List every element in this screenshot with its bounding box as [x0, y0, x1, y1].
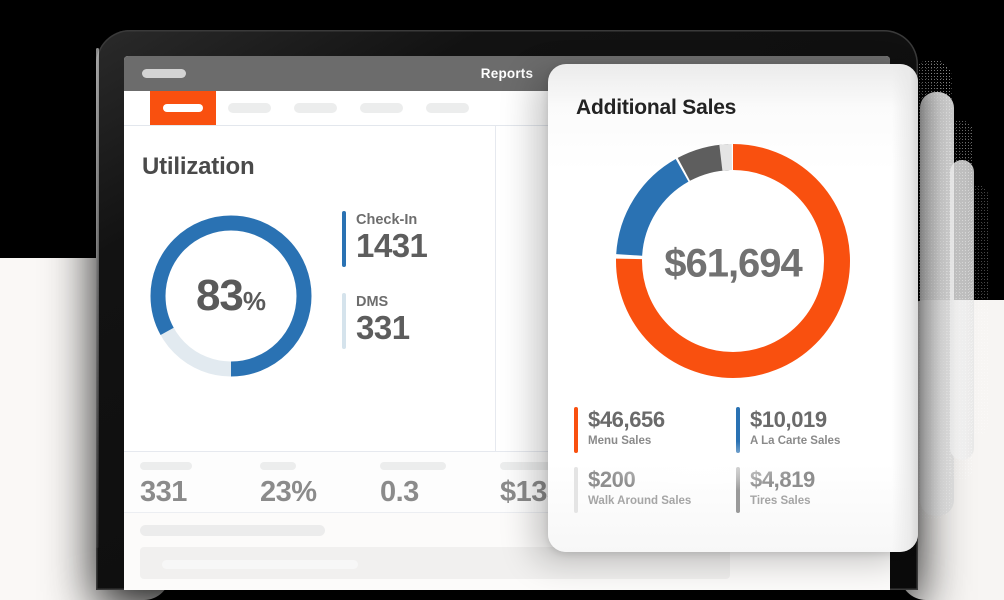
kpi-accent-bar	[342, 293, 346, 349]
legend-value: $46,656	[588, 407, 665, 432]
legend-accent-bar	[736, 467, 740, 513]
utilization-center-value: 83%	[138, 271, 324, 321]
legend-label: Menu Sales	[588, 435, 652, 448]
stat-value: 0.3	[380, 476, 419, 508]
donut-arc-utilized	[150, 215, 312, 377]
tab-reports-active[interactable]	[150, 91, 216, 125]
additional-sales-total: $61,694	[664, 241, 803, 285]
additional-sales-legend: $46,656 Menu Sales $10,019 A La Carte Sa…	[548, 391, 918, 513]
tab-label-placeholder	[227, 103, 271, 113]
utilization-donut-chart: 83%	[138, 203, 324, 389]
kpi-check-in: Check-In 1431	[342, 211, 428, 267]
kpi-label: DMS	[356, 294, 389, 310]
tab-label-placeholder	[359, 103, 403, 113]
stat-label-placeholder	[260, 462, 296, 470]
tab-placeholder-1[interactable]	[216, 91, 282, 125]
dither-noise-3	[968, 185, 988, 435]
tab-label-placeholder	[163, 104, 203, 112]
dither-noise-2	[946, 120, 974, 480]
kpi-value: 331	[356, 309, 410, 347]
legend-label: Walk Around Sales	[588, 495, 692, 508]
additional-sales-donut-chart: $61,694	[608, 136, 858, 391]
additional-sales-donut-svg	[616, 144, 850, 378]
additional-sales-title: Additional Sales	[576, 96, 737, 119]
tab-placeholder-2[interactable]	[282, 91, 348, 125]
utilization-donut-svg	[150, 215, 312, 377]
legend-item-walk-around-sales: $200 Walk Around Sales	[574, 467, 736, 513]
legend-label: A La Carte Sales	[750, 435, 841, 448]
stat-item: 0.3	[364, 452, 484, 512]
kpi-accent-bar	[342, 211, 346, 267]
legend-value: $200	[588, 467, 636, 492]
kpi-dms: DMS 331	[342, 293, 427, 349]
kpi-label: Check-In	[356, 212, 418, 228]
stat-item: 23%	[244, 452, 364, 512]
utilization-kpi-list: Check-In 1431 DMS 331	[342, 203, 428, 375]
skeleton-bar	[162, 560, 358, 569]
stat-label-placeholder	[500, 462, 558, 470]
page-title: Reports	[480, 66, 534, 81]
utilization-percent: 83	[195, 271, 244, 320]
segment-menu-sales	[616, 144, 850, 378]
legend-accent-bar	[574, 407, 578, 453]
stat-value: 23%	[260, 476, 317, 508]
dither-noise-1	[912, 60, 952, 520]
stat-label-placeholder	[380, 462, 446, 470]
stat-label-placeholder	[140, 462, 192, 470]
legend-item-menu-sales: $46,656 Menu Sales	[574, 407, 736, 453]
tab-placeholder-3[interactable]	[348, 91, 414, 125]
skeleton-placeholder-region	[124, 513, 890, 590]
legend-item-tires-sales: $4,819 Tires Sales	[736, 467, 898, 513]
legend-accent-bar	[574, 467, 578, 513]
tab-placeholder-4[interactable]	[414, 91, 480, 125]
kpi-value: 1431	[356, 227, 428, 265]
stat-value: 331	[140, 476, 187, 508]
legend-accent-bar	[736, 407, 740, 453]
tab-label-placeholder	[425, 103, 469, 113]
app-logo-placeholder	[142, 69, 186, 78]
legend-value: $4,819	[750, 467, 815, 492]
legend-label: Tires Sales	[750, 495, 811, 508]
legend-value: $10,019	[750, 407, 827, 432]
utilization-percent-sign: %	[242, 286, 267, 316]
additional-sales-card: Additional Sales $61,694	[548, 64, 918, 552]
utilization-body: 83% Check-In 1431	[124, 181, 495, 389]
legend-item-a-la-carte-sales: $10,019 A La Carte Sales	[736, 407, 898, 453]
utilization-title: Utilization	[142, 153, 255, 180]
stat-item: 331	[124, 452, 244, 512]
utilization-card: Utilization 83%	[124, 126, 496, 521]
skeleton-bar	[140, 525, 325, 536]
tablet-shadow-layer-2	[950, 160, 974, 460]
tab-label-placeholder	[293, 103, 337, 113]
